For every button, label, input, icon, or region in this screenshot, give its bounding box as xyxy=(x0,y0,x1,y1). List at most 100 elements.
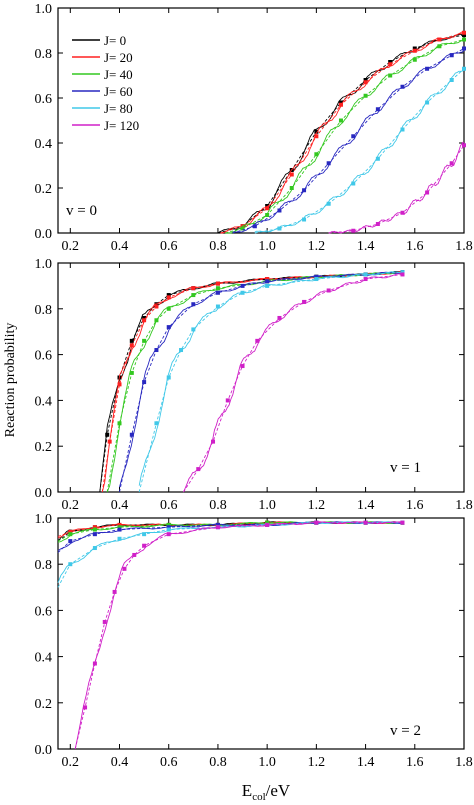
series-marker-5 xyxy=(449,161,454,166)
series-marker-1 xyxy=(142,318,147,323)
series-marker-1 xyxy=(289,172,294,177)
legend-entry-4: J= 80 xyxy=(104,101,133,116)
series-marker-4 xyxy=(166,375,171,380)
series-marker-4 xyxy=(326,201,331,206)
series-marker-4 xyxy=(375,156,380,161)
series-marker-5 xyxy=(302,299,307,304)
series-line-5 xyxy=(328,141,465,234)
series-marker-4 xyxy=(240,290,245,295)
series-marker-2 xyxy=(92,527,97,532)
y-tick-label: 0.2 xyxy=(35,697,53,712)
series-marker-2 xyxy=(129,370,134,375)
series-marker-3 xyxy=(302,188,307,193)
series-marker-5 xyxy=(215,525,220,530)
series-line-5 xyxy=(74,521,403,750)
series-marker-5 xyxy=(400,210,405,215)
legend-entry-0: J= 0 xyxy=(104,33,126,48)
series-marker-5 xyxy=(314,520,319,525)
y-tick-label: 0.0 xyxy=(35,486,53,501)
series-marker-3 xyxy=(129,432,134,437)
series-marker-3 xyxy=(425,66,430,71)
x-tick-label: 1.0 xyxy=(258,239,276,254)
x-tick-label: 1.0 xyxy=(258,755,276,770)
series-marker-4 xyxy=(351,181,356,186)
series-marker-2 xyxy=(117,525,122,530)
series-marker-2 xyxy=(142,338,147,343)
x-tick-label: 1.6 xyxy=(406,755,424,770)
series-marker-5 xyxy=(351,228,356,233)
series-marker-2 xyxy=(240,226,245,231)
series-marker-3 xyxy=(154,348,159,353)
series-marker-4 xyxy=(166,527,171,532)
series-marker-0 xyxy=(338,100,343,105)
series-marker-5 xyxy=(112,589,117,594)
x-tick-label: 0.2 xyxy=(62,498,80,513)
x-tick-label: 1.6 xyxy=(406,239,424,254)
series-marker-5 xyxy=(375,222,380,226)
series-marker-5 xyxy=(211,439,216,444)
series-marker-4 xyxy=(265,283,270,288)
series-marker-4 xyxy=(400,127,405,132)
series-marker-4 xyxy=(191,327,196,332)
series-marker-3 xyxy=(68,539,73,544)
series-marker-5 xyxy=(225,398,230,403)
series-marker-4 xyxy=(277,226,282,231)
series-marker-4 xyxy=(302,217,307,222)
y-tick-label: 0.8 xyxy=(35,558,53,573)
series-marker-1 xyxy=(412,48,417,53)
series-marker-1 xyxy=(437,37,442,42)
series-marker-1 xyxy=(117,382,122,387)
y-tick-label: 0.0 xyxy=(35,743,53,758)
panel-frame-0 xyxy=(57,7,465,234)
panel-label-2: v = 2 xyxy=(390,723,421,739)
y-tick-label: 1.0 xyxy=(35,2,53,17)
series-marker-5 xyxy=(277,315,282,320)
series-marker-5 xyxy=(132,552,137,557)
panel-label-1: v = 1 xyxy=(390,460,421,476)
series-marker-4 xyxy=(154,421,159,426)
series-marker-2 xyxy=(265,213,270,217)
series-marker-5 xyxy=(196,467,201,472)
series-marker-2 xyxy=(462,37,466,42)
series-marker-5 xyxy=(400,272,405,277)
series-marker-2 xyxy=(154,318,159,323)
series-marker-5 xyxy=(92,661,97,666)
series-marker-3 xyxy=(92,532,97,537)
series-marker-4 xyxy=(314,277,319,282)
series-marker-1 xyxy=(265,206,270,211)
series-marker-2 xyxy=(166,522,171,527)
series-line-4 xyxy=(57,521,403,583)
series-marker-1 xyxy=(338,102,343,107)
y-tick-label: 1.0 xyxy=(35,257,53,272)
x-tick-label: 0.2 xyxy=(62,239,80,254)
series-marker-3 xyxy=(215,290,220,295)
legend-entry-1: J= 20 xyxy=(104,50,133,65)
series-marker-1 xyxy=(117,522,122,527)
series-marker-2 xyxy=(363,93,368,98)
series-marker-5 xyxy=(326,288,331,293)
y-tick-label: 0.2 xyxy=(35,182,53,197)
x-tick-label: 0.6 xyxy=(160,755,178,770)
series-marker-2 xyxy=(191,293,196,298)
series-marker-2 xyxy=(117,421,122,426)
series-dashed-line-3 xyxy=(57,522,403,553)
series-marker-1 xyxy=(129,343,134,348)
series-marker-1 xyxy=(462,30,466,35)
y-tick-label: 0.6 xyxy=(35,92,53,107)
x-tick-label: 0.8 xyxy=(209,239,227,254)
series-marker-3 xyxy=(265,279,270,284)
y-tick-label: 0.6 xyxy=(35,604,53,619)
series-marker-3 xyxy=(277,208,282,213)
x-tick-label: 0.2 xyxy=(62,755,80,770)
y-tick-label: 0.4 xyxy=(35,137,53,152)
series-marker-1 xyxy=(215,281,220,286)
series-marker-1 xyxy=(68,529,73,534)
panel-label-0: v = 0 xyxy=(66,203,97,219)
series-marker-3 xyxy=(375,107,380,112)
x-tick-label: 1.4 xyxy=(357,498,375,513)
series-marker-3 xyxy=(215,522,220,527)
series-marker-5 xyxy=(83,705,88,710)
series-marker-2 xyxy=(265,520,270,525)
series-marker-1 xyxy=(191,286,196,291)
